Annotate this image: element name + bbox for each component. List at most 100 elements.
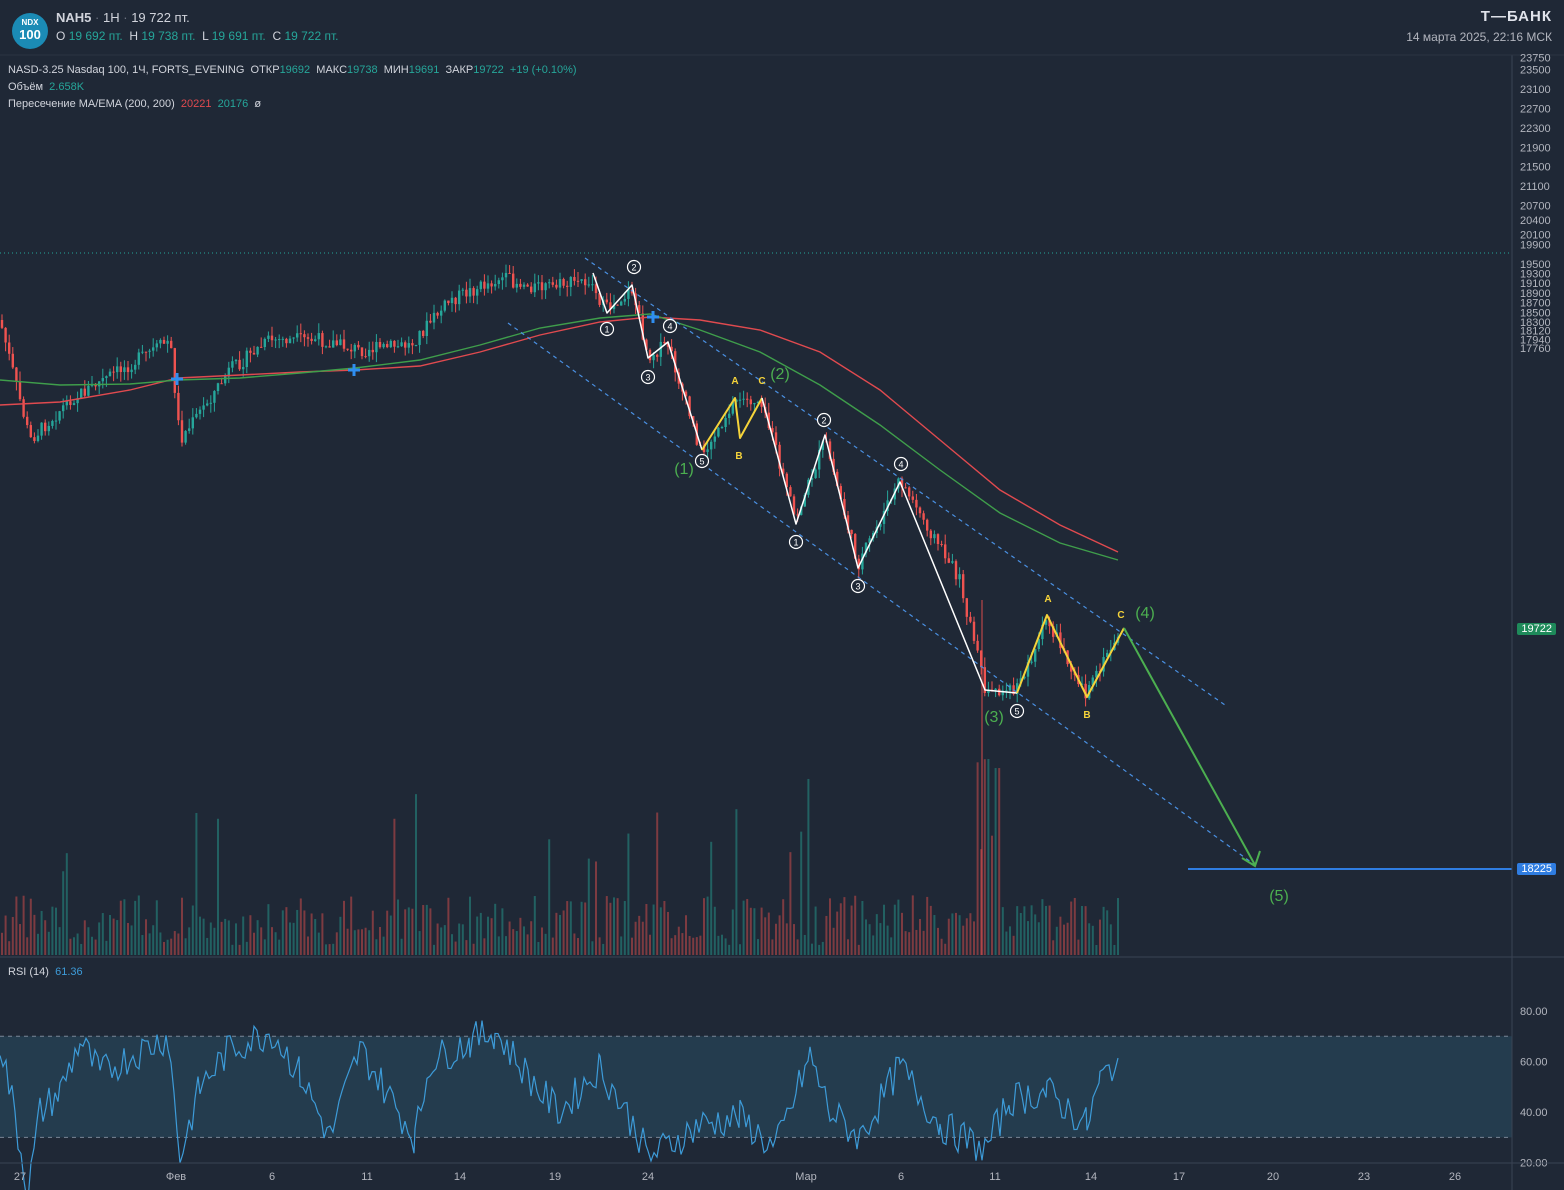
- volume-bar: [796, 939, 799, 955]
- volume-bar: [746, 899, 749, 955]
- moving-averages: [0, 311, 1119, 561]
- volume-bar: [569, 901, 572, 955]
- candle-body: [900, 478, 904, 488]
- volume-bar: [811, 943, 813, 955]
- candle-body: [1026, 662, 1030, 677]
- candle-body: [947, 558, 950, 563]
- volume-bar: [33, 914, 36, 955]
- interval[interactable]: 1H: [102, 10, 120, 25]
- candle-body: [627, 289, 630, 299]
- volume-bar: [775, 923, 777, 955]
- candle-body: [468, 288, 472, 297]
- volume-bar: [368, 930, 371, 955]
- candle-body: [620, 301, 623, 306]
- ohlc-low-value: 19 691 пт.: [211, 29, 266, 43]
- volume-bar: [1023, 906, 1026, 955]
- volume-bar: [202, 918, 205, 955]
- candle-body: [792, 496, 796, 515]
- candle-body: [206, 403, 209, 406]
- candle-body: [112, 371, 115, 373]
- volume-bar: [274, 932, 277, 955]
- candle-body: [382, 344, 385, 348]
- candle-body: [702, 445, 706, 453]
- wave-major-label: (5): [1269, 888, 1289, 905]
- price-tick-label: 20700: [1520, 201, 1551, 213]
- legend-close-value: 19722: [473, 64, 504, 76]
- candle-body: [1044, 620, 1048, 625]
- wave-abc-label: A: [731, 376, 738, 387]
- candle-body: [33, 437, 36, 441]
- volume-bar: [807, 778, 810, 955]
- volume-bar: [1117, 898, 1119, 955]
- volume-bar: [418, 931, 421, 955]
- candle-body: [134, 364, 137, 370]
- candle-body: [494, 284, 497, 287]
- price-candles[interactable]: [0, 264, 1120, 707]
- ticker[interactable]: NAH5: [56, 10, 92, 25]
- candle-body: [958, 574, 961, 580]
- volume-bar: [26, 937, 29, 955]
- ohlc-close-value: 19 722 пт.: [284, 29, 339, 43]
- volume-bar: [80, 943, 83, 955]
- ohlc-high-label: H: [129, 29, 139, 43]
- candle-body: [821, 441, 824, 450]
- candle-body: [778, 444, 781, 469]
- volume-bar: [397, 899, 399, 955]
- volume-bar: [231, 944, 234, 955]
- price-tick-label: 21500: [1520, 162, 1551, 174]
- volume-bar: [393, 818, 396, 955]
- candle-body: [1023, 676, 1026, 679]
- candle-body: [0, 320, 4, 328]
- legend-ma-row[interactable]: Пересечение MA/EMA (200, 200) 20221 2017…: [8, 98, 261, 110]
- candle-body: [569, 277, 572, 287]
- candle-body: [936, 534, 940, 545]
- volume-bar: [1063, 924, 1065, 955]
- rsi-legend[interactable]: RSI (14) 61.36: [8, 966, 83, 978]
- price-tick-label: 18120: [1520, 326, 1551, 338]
- volume-bar: [926, 896, 929, 955]
- volume-bar: [886, 925, 889, 955]
- volume-bar: [87, 927, 90, 955]
- candle-body: [22, 399, 25, 417]
- candle-body: [706, 449, 709, 453]
- candle-body: [508, 272, 511, 274]
- candle-body: [540, 282, 544, 291]
- volume-bar: [868, 924, 871, 955]
- volume-bar: [429, 908, 432, 955]
- volume-bar: [55, 907, 57, 955]
- volume-bar: [447, 897, 450, 955]
- symbol-logo[interactable]: NDX 100: [12, 13, 48, 49]
- volume-bar: [285, 907, 288, 955]
- price-tick-label: 18700: [1520, 298, 1551, 310]
- volume-bar: [785, 923, 788, 955]
- candle-body: [1080, 683, 1084, 685]
- rsi-line: [0, 1020, 1119, 1190]
- candle-body: [184, 430, 187, 443]
- volume-bar: [40, 910, 43, 955]
- legend-symbol-row[interactable]: NASD-3.25 Nasdaq 100, 1Ч, FORTS_EVENING …: [8, 64, 577, 76]
- candle-body: [180, 420, 184, 443]
- candle-body: [108, 371, 112, 377]
- volume-bar: [19, 924, 21, 955]
- candle-body: [105, 376, 108, 379]
- candle-body: [350, 349, 353, 352]
- volume-bar: [742, 900, 745, 955]
- candle-body: [436, 312, 439, 316]
- legend-volume-row[interactable]: Объём 2.658K: [8, 81, 84, 93]
- candle-body: [76, 398, 79, 404]
- volume-bar: [1088, 923, 1091, 955]
- time-tick-label: 23: [1358, 1171, 1370, 1183]
- volume-bar: [692, 937, 695, 955]
- wave-3-subwaves: [761, 397, 1018, 694]
- candle-body: [137, 352, 140, 365]
- volume-bar: [991, 835, 993, 955]
- candle-body: [735, 399, 738, 402]
- candle-body: [425, 320, 428, 337]
- wave-circle-icon: [662, 318, 678, 334]
- candle-body: [263, 338, 266, 347]
- volume-bar: [814, 906, 817, 955]
- candle-body: [119, 366, 122, 373]
- candle-body: [249, 350, 252, 353]
- volume-bars: [1, 600, 1119, 955]
